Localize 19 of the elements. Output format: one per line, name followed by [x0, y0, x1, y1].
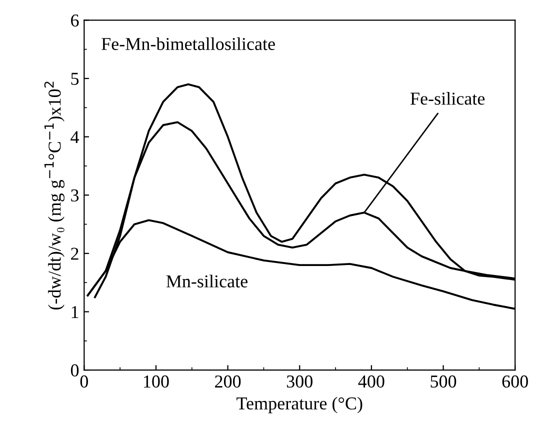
x-tick-label: 0 — [80, 375, 88, 388]
x-tick-label: 600 — [502, 375, 528, 388]
y-tick-label: 6 — [71, 14, 79, 27]
y-tick-label: 4 — [70, 131, 80, 144]
x-axis-title: Temperature (°C) — [236, 396, 362, 414]
y-tick-label: 3 — [71, 189, 79, 202]
y-tick-label: 2 — [71, 248, 78, 260]
series-label: Mn-silicate — [166, 274, 248, 288]
y-tick-label: 1 — [72, 306, 78, 318]
x-tick-label: 500 — [430, 375, 456, 388]
x-tick-label: 400 — [358, 375, 384, 388]
text: Fe-silicate — [410, 92, 485, 105]
y-axis-title: (-dw/dt)/w₀ (mg g$^{−1}$°C$^{−1}$)x10$^{2}$ — [44, 82, 64, 310]
y-tick-label: 0 — [70, 364, 79, 376]
text: Fe-Mn-bimetallosilicate — [102, 37, 275, 50]
x-tick-label: 200 — [215, 375, 241, 388]
x-tick-label: 100 — [144, 375, 169, 388]
x-tick-label: 300 — [286, 375, 312, 388]
y-tick-label: 5 — [71, 72, 79, 85]
